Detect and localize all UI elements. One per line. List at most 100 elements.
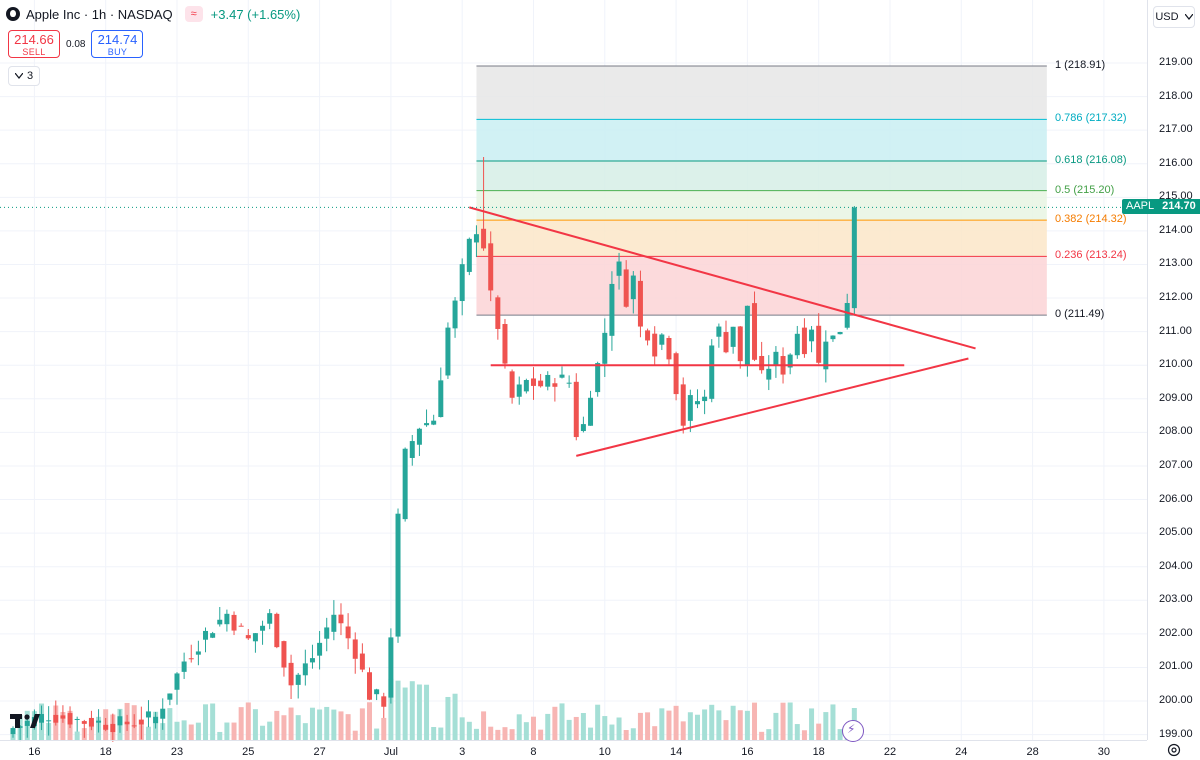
volume-bar: [317, 709, 323, 740]
candle-body: [823, 341, 829, 370]
volume-bar: [709, 704, 715, 740]
candle-body: [245, 635, 251, 639]
volume-bar: [388, 678, 394, 740]
volume-bar: [666, 710, 672, 740]
volume-bar: [438, 727, 444, 740]
price-tick-label: 201.00: [1159, 660, 1193, 673]
candle-body: [816, 325, 822, 363]
candle-body: [666, 337, 672, 360]
indicator-count: 3: [27, 70, 34, 82]
volume-bar: [281, 715, 287, 740]
candle-body: [138, 719, 144, 725]
volume-bar: [773, 712, 779, 740]
sell-label: SELL: [22, 47, 46, 57]
price-scale[interactable]: [1147, 0, 1200, 740]
time-axis[interactable]: [0, 740, 1147, 760]
candle-body: [416, 428, 422, 445]
volume-bar: [231, 722, 237, 740]
price-tick-label: 200.00: [1159, 694, 1193, 707]
candle-body: [331, 614, 337, 632]
indicators-toggle[interactable]: 3: [8, 66, 41, 86]
time-tick-label: 14: [669, 746, 683, 758]
candle-body: [438, 380, 444, 418]
candle-body: [809, 329, 815, 342]
compare-icon[interactable]: ≈: [184, 6, 203, 22]
price-tick-label: 217.00: [1159, 123, 1193, 136]
fib-level-label: 1 (218.91): [1055, 59, 1106, 72]
candle-body: [595, 363, 601, 393]
volume-bar: [245, 702, 251, 740]
candle-body: [203, 630, 209, 640]
buy-button[interactable]: 214.74 BUY: [91, 30, 144, 58]
volume-bar: [809, 708, 815, 740]
symbol-title[interactable]: Apple Inc · 1h · NASDAQ: [26, 6, 173, 22]
candle-body: [160, 708, 166, 719]
candle-body: [580, 424, 586, 432]
volume-bar: [488, 726, 494, 740]
candle-body: [46, 720, 52, 722]
gear-icon[interactable]: [1166, 742, 1182, 758]
candle-body: [445, 327, 451, 376]
candle-body: [459, 264, 465, 302]
candle-body: [516, 384, 522, 397]
candle-body: [145, 711, 151, 718]
candle-body: [388, 637, 394, 698]
candle-body: [502, 324, 508, 364]
candle-body: [431, 420, 437, 425]
candle-body: [359, 653, 365, 670]
volume-bar: [680, 721, 686, 740]
candle-body: [395, 513, 401, 637]
candle-body: [352, 639, 358, 659]
volume-bar: [338, 711, 344, 740]
candle-body: [195, 651, 201, 655]
price-tick-label: 205.00: [1159, 526, 1193, 539]
candle-body: [67, 713, 73, 725]
volume-bar: [203, 704, 209, 740]
candle-body: [616, 261, 622, 276]
volume-bar: [787, 702, 793, 740]
sell-price: 214.66: [14, 32, 54, 47]
volume-bar: [167, 708, 173, 740]
volume-bar: [495, 729, 501, 740]
candle-body: [153, 716, 159, 724]
price-tick-label: 207.00: [1159, 458, 1193, 471]
candle-body: [260, 625, 266, 631]
volume-bar: [645, 712, 651, 740]
candle-body: [687, 395, 693, 421]
candle-body: [17, 726, 23, 728]
buy-label: BUY: [107, 47, 128, 57]
candle-body: [680, 384, 686, 426]
volume-bar: [823, 712, 829, 740]
volume-bar: [673, 705, 679, 740]
volume-bar: [459, 717, 465, 740]
replay-icon[interactable]: [842, 720, 864, 742]
trendline: [576, 357, 969, 457]
price-tick-label: 204.00: [1159, 559, 1193, 572]
chevron-down-icon: [15, 73, 23, 79]
volume-bar: [288, 707, 294, 740]
volume-bar: [466, 721, 472, 740]
volume-bar: [309, 707, 315, 740]
volume-bar: [516, 714, 522, 740]
candle-body: [231, 614, 237, 631]
currency-selector[interactable]: USD: [1153, 6, 1195, 28]
time-tick-label: 28: [1026, 746, 1039, 758]
volume-bar: [395, 680, 401, 740]
volume-bar: [481, 711, 487, 740]
candle-body: [117, 716, 123, 726]
sell-button[interactable]: 214.66 SELL: [8, 30, 60, 58]
volume-bar: [538, 729, 544, 740]
volume-bar: [580, 713, 586, 740]
candle-body: [252, 633, 258, 642]
candle-body: [281, 641, 287, 668]
candle-body: [566, 382, 572, 384]
candle-body: [402, 448, 408, 520]
candle-body: [452, 300, 458, 329]
volume-bar: [217, 731, 223, 740]
volume-bar: [60, 712, 66, 740]
candle-body: [345, 626, 351, 639]
candle-body: [630, 275, 636, 300]
candle-body: [552, 383, 558, 387]
